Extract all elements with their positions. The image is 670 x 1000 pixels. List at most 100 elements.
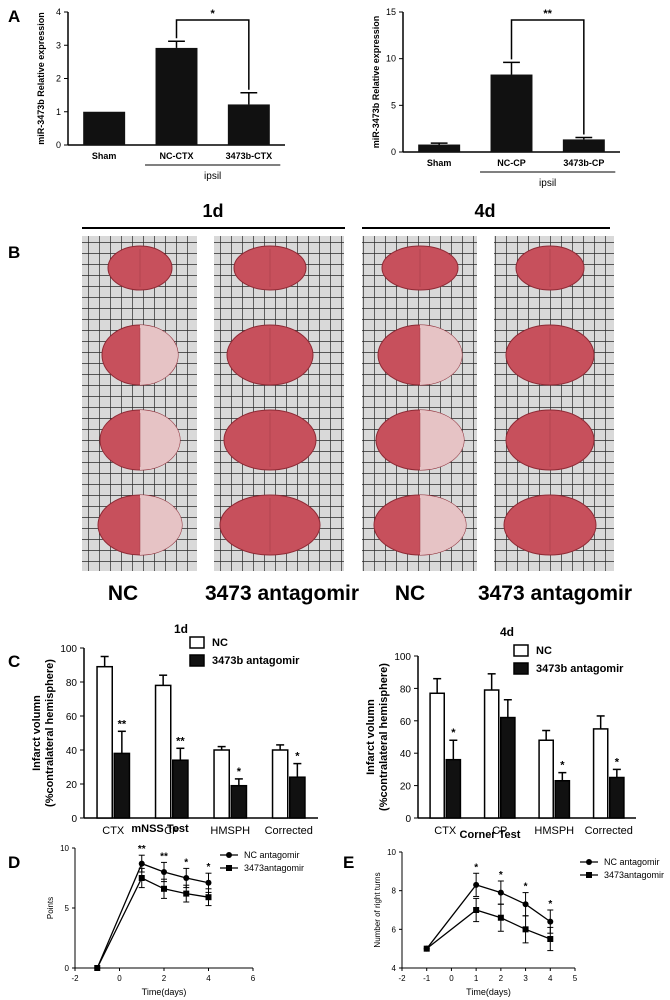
panel-label-a: A	[8, 7, 20, 26]
significance-bracket	[175, 19, 250, 90]
panel-label-d: D	[8, 853, 20, 872]
legend-swatch	[189, 654, 205, 667]
data-point	[522, 926, 529, 933]
bar	[562, 139, 605, 152]
significance-marker: *	[548, 899, 552, 910]
y-axis-label-line2: (%contralateral hemisphere)	[378, 663, 390, 811]
category-label: 3473b-CP	[563, 158, 604, 168]
column-label-antagomir-4d: 3473 antagomir	[478, 582, 632, 605]
legend-label: 3473antagomir	[604, 870, 664, 880]
category-label: CP	[492, 825, 507, 837]
series-line	[96, 862, 209, 969]
y-tick-label: 60	[400, 717, 412, 728]
bar	[172, 759, 189, 819]
y-tick-label: 4	[56, 7, 61, 17]
x-tick-label: 6	[251, 974, 256, 983]
significance-marker: *	[237, 766, 242, 778]
category-label: HMSPH	[210, 825, 250, 837]
chart-c-4d: 4d 0 20 40 60 80 100 * CTX CP * HMSPH * Corrected NC 34…	[365, 625, 636, 837]
bar	[429, 692, 445, 819]
data-point	[183, 875, 190, 881]
data-point	[547, 918, 554, 925]
significance-marker: *	[499, 870, 503, 881]
significance-marker: **	[160, 851, 168, 862]
data-point	[497, 889, 504, 896]
data-point	[138, 875, 145, 881]
bar	[445, 758, 462, 819]
y-tick-label: 80	[66, 678, 78, 689]
y-tick-label: 40	[66, 746, 78, 757]
y-tick-label: 10	[387, 848, 396, 857]
data-point	[547, 936, 554, 942]
significance-marker: *	[295, 751, 300, 763]
y-tick-label: 8	[392, 887, 397, 896]
x-tick-label: 5	[573, 974, 578, 983]
x-tick-label: 0	[449, 974, 454, 983]
significance-bracket	[510, 19, 585, 135]
y-axis-label-line1: Infarct volumn	[365, 699, 377, 775]
y-tick-label: 0	[405, 814, 411, 825]
y-tick-label: 5	[65, 904, 70, 913]
y-axis-label: miR-3473b Relative expression	[36, 12, 46, 145]
significance-marker: *	[184, 857, 188, 868]
category-label: CTX	[102, 825, 125, 837]
bar	[538, 739, 555, 819]
y-axis-label-line2: (%contralateral hemisphere)	[44, 659, 56, 807]
x-tick-label: 1	[474, 974, 479, 983]
y-tick-label: 10	[386, 54, 396, 64]
x-tick-label: -2	[71, 974, 79, 983]
significance-marker: *	[451, 727, 456, 739]
column-label-nc-4d: NC	[395, 582, 425, 605]
y-tick-label: 3	[56, 40, 61, 50]
bar	[213, 749, 230, 819]
y-tick-label: 0	[71, 814, 77, 825]
panel-label-c: C	[8, 652, 20, 671]
y-axis-label: miR-3473b Relative expression	[371, 16, 381, 149]
y-tick-label: 20	[400, 782, 412, 793]
chart-title: mNSS Test	[131, 823, 189, 835]
x-tick-label: -2	[398, 974, 406, 983]
legend-swatch	[513, 644, 529, 657]
column-label-antagomir-1d: 3473 antagomir	[205, 582, 359, 605]
data-point	[161, 869, 167, 875]
column-label-nc-1d: NC	[108, 582, 138, 605]
data-point	[473, 881, 480, 888]
bar	[227, 104, 270, 145]
timepoint-label-1d: 1d	[202, 201, 223, 221]
panel-label-e: E	[343, 853, 354, 872]
legend-label: 3473antagomir	[244, 863, 304, 873]
chart-e-corner: Corner Test 4 6 8 10 -2 -1 0 1 2 3 4 5 * * * * NC antagom…	[373, 829, 664, 997]
x-tick-label: 4	[206, 974, 211, 983]
bar	[154, 684, 172, 819]
y-tick-label: 40	[400, 749, 412, 760]
series-line	[96, 877, 209, 969]
panel-b-photos: 1d 4d NC 3473 antagomir NC 3473 antagomi…	[82, 201, 632, 605]
y-tick-label: 5	[391, 100, 396, 110]
legend-marker	[586, 859, 592, 865]
chart-title: 4d	[500, 625, 514, 639]
data-point	[522, 901, 529, 908]
category-label: Corrected	[265, 825, 313, 837]
y-tick-label: 6	[392, 925, 397, 934]
significance-marker: *	[560, 760, 565, 772]
y-axis-label: Number of right turns	[373, 872, 382, 947]
data-point	[94, 965, 101, 971]
category-label: CTX	[434, 825, 457, 837]
legend-label: 3473b antagomir	[212, 655, 300, 667]
x-tick-label: -1	[423, 974, 431, 983]
category-label: CP	[164, 825, 179, 837]
y-tick-label: 100	[394, 652, 411, 663]
data-point	[205, 894, 212, 901]
legend-marker	[226, 852, 232, 858]
significance-marker: *	[207, 862, 211, 873]
bar	[271, 749, 289, 819]
category-label: NC-CP	[497, 158, 526, 168]
category-label: NC-CTX	[160, 151, 194, 161]
y-tick-label: 0	[391, 147, 396, 157]
data-point	[205, 879, 212, 886]
legend-label: NC	[212, 637, 228, 649]
group-label: ipsil	[204, 171, 221, 182]
timepoint-label-4d: 4d	[474, 201, 495, 221]
